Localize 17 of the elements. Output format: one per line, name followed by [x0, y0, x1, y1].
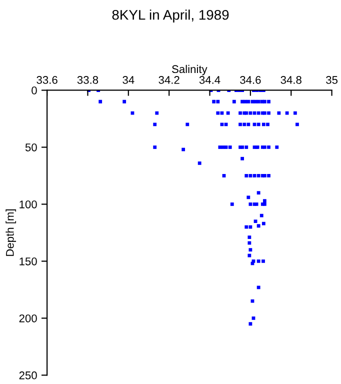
- y-tick-label: 150: [20, 257, 37, 266]
- x-tick-label: 34.8: [280, 76, 302, 84]
- y-tick-label: 100: [20, 200, 37, 208]
- x-tick-label: 34.2: [158, 76, 180, 84]
- y-tick-label: 200: [19, 314, 37, 322]
- x-tick-label: 34.4: [199, 76, 220, 84]
- y-tick-label: 50: [25, 143, 37, 152]
- x-tick-label: 34: [122, 76, 134, 84]
- chart-title: 8KYL in April, 1989: [112, 10, 229, 23]
- y-tick-label: 0: [32, 86, 37, 94]
- x-tick-label: 33.6: [36, 76, 58, 84]
- x-axis-title: Salinity: [172, 64, 208, 76]
- y-axis-title: Depth [m]: [6, 209, 16, 256]
- x-tick-label: 35: [326, 76, 338, 84]
- x-tick-label: 33.8: [77, 76, 98, 84]
- y-tick-label: 250: [19, 371, 37, 380]
- x-tick-label: 34.6: [240, 76, 261, 84]
